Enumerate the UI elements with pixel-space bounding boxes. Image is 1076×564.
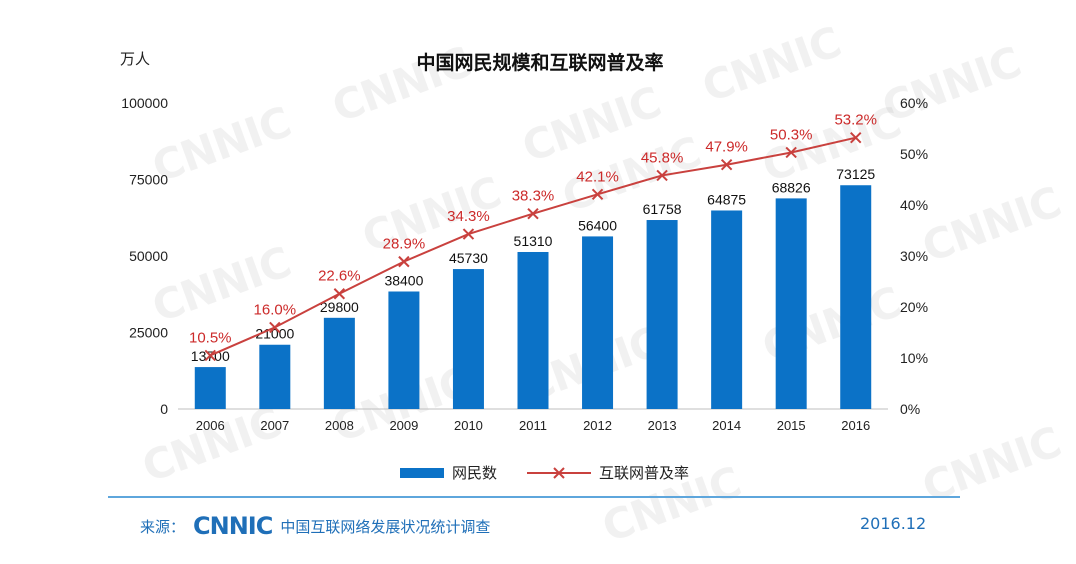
y-left-tick-label: 100000 — [121, 95, 168, 111]
line-value-label: 22.6% — [318, 268, 361, 285]
bar — [582, 236, 614, 409]
bar-value-label: 56400 — [578, 217, 617, 233]
cnnic-logo: CNNIC — [193, 512, 273, 540]
x-tick-label: 2007 — [260, 418, 289, 433]
legend-bar-swatch — [400, 467, 444, 478]
line-point-marker — [462, 228, 475, 240]
y-right-tick-label: 50% — [900, 146, 928, 162]
x-tick-label: 2016 — [841, 418, 870, 433]
bar-value-label: 51310 — [514, 233, 553, 249]
line-point-marker — [333, 288, 346, 300]
line-value-label: 47.9% — [705, 139, 748, 156]
x-tick-label: 2015 — [777, 418, 806, 433]
line-value-label: 53.2% — [834, 112, 877, 129]
line-value-label: 28.9% — [383, 236, 426, 253]
line-point-marker — [527, 207, 539, 220]
line-point-marker — [591, 188, 604, 200]
bar-value-label: 64875 — [707, 191, 746, 207]
bar — [646, 220, 678, 409]
y-right-tick-label: 60% — [900, 95, 928, 111]
y-left-tick-label: 75000 — [129, 172, 168, 188]
bar-value-label: 61758 — [643, 201, 682, 217]
line-value-label: 16.0% — [254, 301, 297, 318]
y-left-tick-label: 25000 — [129, 325, 168, 341]
x-tick-label: 2011 — [519, 418, 547, 433]
y-right-tick-label: 20% — [900, 299, 928, 315]
line-value-label: 50.3% — [770, 126, 813, 143]
line-point-marker — [720, 159, 733, 171]
footer-source: 来源： CNNIC 中国互联网络发展状况统计调查 — [140, 512, 490, 540]
source-text: 中国互联网络发展状况统计调查 — [280, 517, 491, 536]
footer-date: 2016.12 — [860, 514, 927, 533]
line-value-label: 10.5% — [189, 329, 232, 346]
y-right-tick-label: 40% — [900, 197, 928, 213]
y-right-tick-label: 10% — [900, 350, 928, 366]
bar-value-label: 29800 — [320, 299, 359, 315]
x-tick-label: 2006 — [196, 418, 225, 433]
bar — [711, 210, 743, 409]
line-point-marker — [850, 131, 862, 144]
bar-value-label: 68826 — [772, 179, 811, 195]
line-point-marker — [269, 321, 281, 334]
legend-line-swatch — [527, 465, 592, 481]
bar — [840, 185, 872, 409]
bar-value-label: 38400 — [384, 272, 423, 288]
source-label: 来源： — [140, 517, 186, 536]
bar — [452, 269, 484, 409]
line-value-label: 45.8% — [641, 149, 684, 166]
legend-line-label: 互联网普及率 — [599, 464, 690, 482]
chart-legend: 网民数 互联网普及率 — [400, 462, 689, 483]
bar — [259, 344, 291, 409]
bar — [775, 198, 807, 409]
bar — [517, 251, 549, 409]
bar-value-label: 21000 — [255, 326, 294, 342]
line-point-marker — [204, 349, 216, 362]
line-point-marker — [785, 146, 797, 159]
line-point-marker — [656, 169, 668, 182]
bar — [194, 367, 226, 409]
x-tick-label: 2008 — [325, 418, 354, 433]
line-point-marker — [398, 255, 410, 268]
y-axis-unit: 万人 — [120, 50, 151, 68]
y-right-tick-label: 30% — [900, 248, 928, 264]
x-tick-label: 2012 — [583, 418, 612, 433]
bar — [388, 291, 420, 409]
line-value-label: 34.3% — [447, 208, 490, 225]
bar — [323, 317, 355, 409]
y-left-tick-label: 0 — [160, 401, 168, 417]
x-tick-label: 2014 — [712, 418, 741, 433]
y-right-tick-label: 0% — [900, 401, 920, 417]
legend-bar-label: 网民数 — [452, 464, 498, 482]
chart-title: 中国网民规模和互联网普及率 — [416, 52, 664, 74]
footer-divider — [108, 496, 960, 498]
line-value-label: 42.1% — [576, 168, 619, 185]
y-left-tick-label: 50000 — [129, 248, 168, 264]
bar-value-label: 45730 — [449, 250, 488, 266]
x-tick-label: 2009 — [389, 418, 418, 433]
x-tick-label: 2013 — [648, 418, 677, 433]
bar-value-label: 73125 — [836, 166, 875, 182]
line-value-label: 38.3% — [512, 188, 555, 205]
x-tick-label: 2010 — [454, 418, 483, 433]
